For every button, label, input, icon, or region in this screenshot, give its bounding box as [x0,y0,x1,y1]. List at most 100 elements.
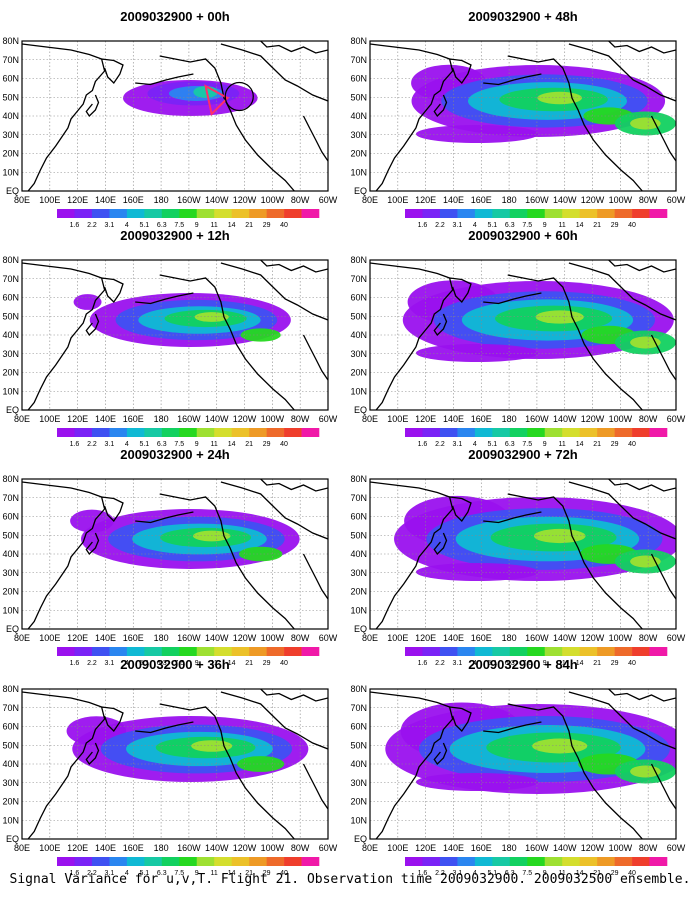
colorbar-label: 2.2 [435,441,445,448]
coastline [449,58,472,85]
colorbar-swatch [231,647,250,656]
latitude-label: 60N [350,74,367,84]
longitude-label: 160W [177,414,201,424]
latitude-label: 20N [2,587,19,597]
longitude-label: 120E [67,414,88,424]
colorbar-label: 3.1 [453,222,463,229]
colorbar-swatch [439,209,458,218]
longitude-label: 100W [261,414,285,424]
coastline [507,703,643,839]
map-title: 2009032900 + 36h [120,657,230,672]
colorbar-swatch [439,857,458,866]
map-field [370,41,676,191]
longitude-label: 80E [14,633,30,643]
colorbar-label: 21 [593,222,601,229]
coastline [85,313,100,337]
colorbar-label: 11 [211,660,218,667]
colorbar-label: 21 [593,660,601,667]
map-title: 2009032900 + 72h [468,447,578,462]
longitude-label: 180 [154,633,169,643]
colorbar-swatch [474,647,493,656]
latitude-label: 60N [2,293,19,303]
colorbar-label: 11 [559,441,566,448]
colorbar-swatch [405,209,423,218]
colorbar-label: 1.6 [70,441,80,448]
map-field [370,689,676,839]
colorbar-swatch [301,209,320,218]
observation-circle [224,81,254,112]
coastline [568,691,676,750]
latitude-label: 70N [2,493,19,503]
colorbar-swatch [161,647,180,656]
longitude-label: 140W [553,414,577,424]
colorbar-label: 2.2 [87,222,97,229]
colorbar-swatch [492,857,511,866]
colorbar-label: 5.1 [487,660,497,667]
map-frame [369,40,677,192]
variance-contour [415,344,539,362]
coastline [568,43,676,102]
latitude-label: 10N [2,386,19,396]
coastline [568,262,676,321]
latitude-label: 70N [2,703,19,713]
latitude-label: EQ [354,834,367,844]
colorbar-swatch [214,209,232,218]
colorbar-label: 21 [593,441,601,448]
coastline [135,73,194,86]
colorbar-swatch [161,857,180,866]
latitude-label: 10N [350,605,367,615]
longitude-label: 140E [95,195,116,205]
map-panel: 2009032900 + 72h 80E 100E 120E 140E 160E 180 16… [350,447,685,667]
coastline [507,493,643,629]
longitude-label: 80E [362,195,378,205]
colorbar-label: 7.5 [174,441,184,448]
map-frame [369,478,677,630]
coastline [433,94,448,118]
map-field [370,479,676,629]
longitude-label: 120W [581,414,605,424]
longitude-label: 100W [609,414,633,424]
longitude-label: 140E [95,414,116,424]
colorbar-label: 9 [543,660,547,667]
latitude-label: 30N [350,349,367,359]
longitude-label: 180 [502,195,517,205]
colorbar-label: 40 [628,222,636,229]
coastline [302,334,328,381]
colorbar-swatch [284,209,302,218]
colorbar-label: 29 [263,870,271,877]
coastline [101,277,124,304]
longitude-label: 60W [319,414,338,424]
latitude-label: 60N [2,74,19,84]
latitude-label: 20N [2,368,19,378]
colorbar-swatch [144,857,163,866]
longitude-label: 100W [261,633,285,643]
colorbar-swatch [214,428,232,437]
variance-contour [630,555,661,568]
colorbar-label: 3.1 [105,441,115,448]
coastline [302,553,328,600]
colorbar-label: 14 [576,660,584,667]
colorbar-label: 7.5 [522,441,532,448]
latitude-label: 40N [2,759,19,769]
latitude-label: 60N [2,722,19,732]
colorbar-swatch [492,209,511,218]
variance-contour [194,312,229,322]
flight-track [204,84,230,117]
colorbar-swatch [422,647,441,656]
colorbar-swatch [579,209,598,218]
colorbar-label: 7.5 [522,870,532,877]
colorbar-label: 3.1 [453,870,463,877]
colorbar-swatch [474,428,493,437]
longitude-label: 60W [667,843,686,853]
coastline [433,532,448,556]
colorbar-swatch [91,428,110,437]
colorbar-swatch [161,428,180,437]
colorbar-label: 6.3 [157,222,167,229]
latitude-label: EQ [6,405,19,415]
colorbar-label: 6.3 [157,441,167,448]
colorbar-label: 21 [245,441,253,448]
colorbar-label: 7.5 [522,222,532,229]
latitude-label: 30N [2,349,19,359]
colorbar-label: 6.3 [157,870,167,877]
